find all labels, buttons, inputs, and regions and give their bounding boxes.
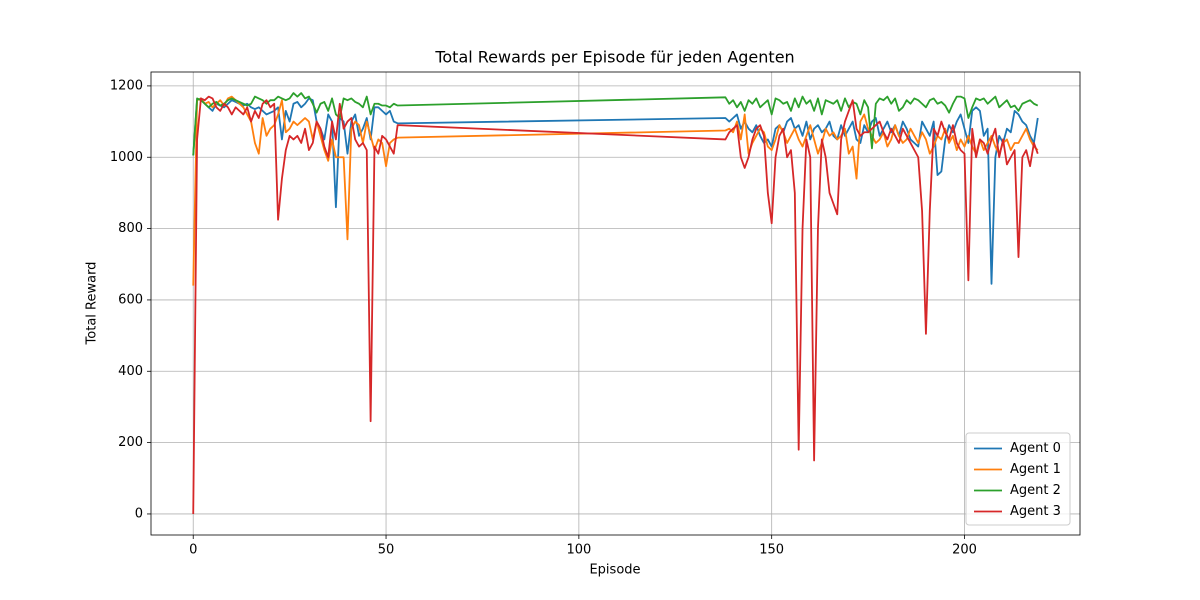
y-tick-label: 800 xyxy=(118,221,143,236)
x-axis-label: Episode xyxy=(589,563,640,578)
x-tick-label: 100 xyxy=(566,543,591,558)
chart-title: Total Rewards per Episode für jeden Agen… xyxy=(434,48,794,67)
x-tick-label: 200 xyxy=(952,543,977,558)
line-series xyxy=(192,95,1039,286)
y-tick-label: 600 xyxy=(118,292,143,307)
x-tick-label: 50 xyxy=(378,543,395,558)
plot-frame xyxy=(150,71,1081,536)
y-axis-label: Total Reward xyxy=(85,262,100,346)
legend-label: Agent 3 xyxy=(1010,504,1061,519)
y-tick-label: 200 xyxy=(118,435,143,450)
legend-label: Agent 1 xyxy=(1010,462,1061,477)
legend-label: Agent 0 xyxy=(1010,441,1061,456)
line-series xyxy=(192,95,1039,514)
line-series xyxy=(192,92,1039,156)
legend-box xyxy=(965,432,1071,526)
x-tick-label: 0 xyxy=(189,543,197,558)
legend: Agent 0 Agent 1 Agent 2 Agent 3 xyxy=(965,432,1071,526)
y-tick-label: 1200 xyxy=(110,78,143,93)
y-tick-label: 400 xyxy=(118,364,143,379)
line-series xyxy=(192,97,1039,285)
x-tick-label: 150 xyxy=(759,543,784,558)
y-tick-label: 1000 xyxy=(110,150,143,165)
legend-label: Agent 2 xyxy=(1010,483,1061,498)
y-tick-label: 0 xyxy=(135,506,143,521)
